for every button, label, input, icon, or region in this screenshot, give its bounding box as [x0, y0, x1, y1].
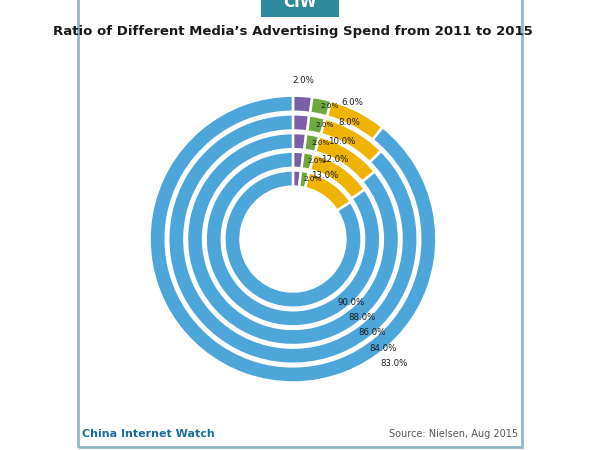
Text: 86.0%: 86.0% [359, 328, 386, 338]
Text: 8.0%: 8.0% [338, 118, 360, 127]
Text: 10.0%: 10.0% [328, 137, 355, 146]
Text: 6.0%: 6.0% [341, 98, 363, 107]
Text: 2.0%: 2.0% [320, 104, 338, 109]
Wedge shape [168, 114, 418, 364]
Text: 2.0%: 2.0% [311, 140, 329, 146]
Wedge shape [307, 115, 325, 134]
Wedge shape [302, 153, 314, 170]
Text: 12.0%: 12.0% [321, 155, 348, 164]
Wedge shape [310, 97, 331, 117]
Wedge shape [321, 119, 381, 162]
Wedge shape [327, 101, 383, 140]
Wedge shape [293, 114, 309, 131]
Text: Ratio of Different Media’s Advertising Spend from 2011 to 2015: Ratio of Different Media’s Advertising S… [53, 25, 533, 38]
Wedge shape [293, 152, 304, 168]
Wedge shape [224, 171, 362, 308]
Text: 13.0%: 13.0% [311, 171, 338, 180]
Text: 2.0%: 2.0% [304, 176, 322, 182]
Text: CIW: CIW [283, 0, 317, 10]
Wedge shape [299, 171, 309, 188]
Wedge shape [293, 171, 301, 187]
Wedge shape [304, 134, 319, 152]
Text: Source: Nielsen, Aug 2015: Source: Nielsen, Aug 2015 [389, 429, 518, 439]
Text: 83.0%: 83.0% [380, 359, 407, 368]
Text: China Internet Watch: China Internet Watch [82, 429, 215, 439]
Wedge shape [316, 136, 374, 182]
Wedge shape [149, 96, 436, 382]
Text: 2.0%: 2.0% [307, 158, 326, 164]
Text: 88.0%: 88.0% [348, 313, 375, 322]
Wedge shape [310, 154, 365, 198]
Wedge shape [206, 152, 380, 326]
Wedge shape [293, 133, 306, 150]
Text: 84.0%: 84.0% [370, 344, 397, 353]
Wedge shape [293, 96, 312, 113]
Wedge shape [187, 133, 399, 345]
Text: 2.0%: 2.0% [292, 76, 314, 85]
Text: 2.0%: 2.0% [316, 122, 334, 128]
Bar [260, 0, 340, 17]
Wedge shape [305, 172, 350, 211]
Text: 90.0%: 90.0% [337, 298, 364, 307]
